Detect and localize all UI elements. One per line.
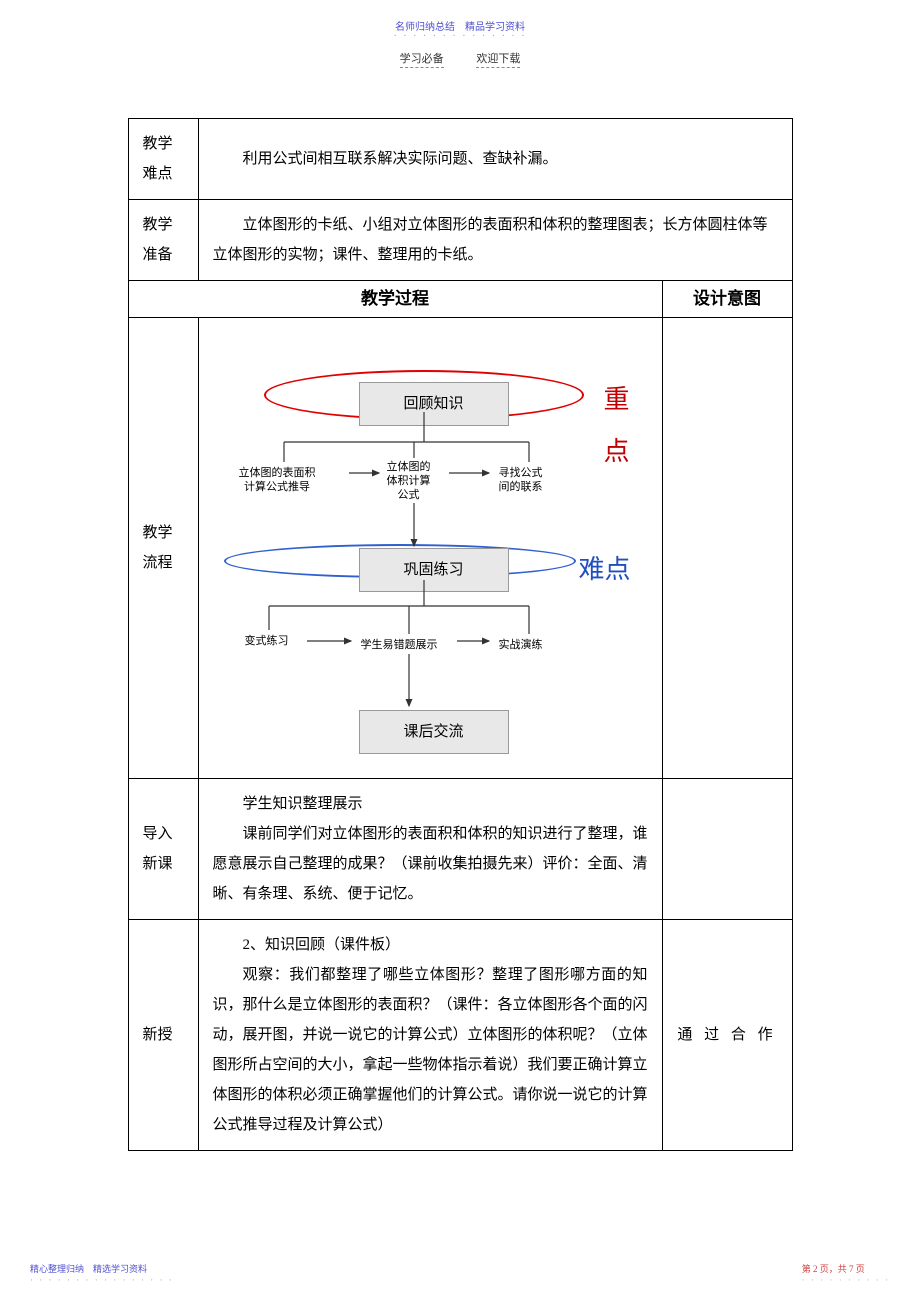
sub-2c: 实战演练: [499, 638, 543, 652]
header-sub-right: 欢迎下载: [476, 50, 520, 68]
header-sub-left: 学习必备: [400, 50, 444, 68]
teach-line1: 2、知识回顾（课件板）: [213, 930, 648, 960]
intro-intent: [662, 778, 792, 919]
footer-left-dots: · · · · · · · · · · · · · · · ·: [30, 1275, 174, 1285]
col-process: 教学过程: [128, 281, 662, 318]
row-teach: 新授 2、知识回顾（课件板） 观察：我们都整理了哪些立体图形？整理了图形哪方面的…: [128, 919, 792, 1150]
flowchart-cell: 重点 难点 回顾知识 巩固练习 课后交流 立体图的表面积 计算公式推导 立体图的…: [198, 317, 662, 778]
label-teach: 新授: [128, 919, 198, 1150]
teach-intent: 通 过 合 作: [662, 919, 792, 1150]
lesson-plan-table: 教学 难点 利用公式间相互联系解决实际问题、查缺补漏。 教学 准备 立体图形的卡…: [128, 118, 793, 1151]
difficulty-text: 利用公式间相互联系解决实际问题、查缺补漏。: [213, 144, 778, 174]
col-intent: 设计意图: [662, 281, 792, 318]
sub-2b: 学生易错题展示: [361, 638, 438, 652]
box-practice: 巩固练习: [359, 548, 509, 592]
flow-intent: [662, 317, 792, 778]
label-prepare: 教学 准备: [128, 200, 198, 281]
box-after: 课后交流: [359, 710, 509, 754]
row-prepare: 教学 准备 立体图形的卡纸、小组对立体图形的表面积和体积的整理图表；长方体圆柱体…: [128, 200, 792, 281]
sub-1a: 立体图的表面积 计算公式推导: [239, 466, 316, 495]
sub-1b: 立体图的 体积计算 公式: [387, 460, 431, 503]
footer-left-text: 精心整理归纳 精选学习资料: [30, 1262, 174, 1275]
intro-body: 课前同学们对立体图形的表面积和体积的知识进行了整理，谁愿意展示自己整理的成果？（…: [213, 819, 648, 909]
footer-left: 精心整理归纳 精选学习资料 · · · · · · · · · · · · · …: [30, 1262, 174, 1285]
intro-line1: 学生知识整理展示: [213, 789, 648, 819]
callout-red: 重点: [604, 374, 652, 478]
prepare-text: 立体图形的卡纸、小组对立体图形的表面积和体积的整理图表；长方体圆柱体等立体图形的…: [213, 210, 778, 270]
footer-right: 第 2 页，共 7 页 · · · · · · · · · ·: [802, 1262, 890, 1285]
content-difficulty: 利用公式间相互联系解决实际问题、查缺补漏。: [198, 119, 792, 200]
page-header: 名师归纳总结 精品学习资料 · · · · · · · · · · · · · …: [0, 0, 920, 68]
row-flow: 教学 流程 重点 难点 回顾知识 巩固练习 课后交流 立体图的表面积 计算公式推…: [128, 317, 792, 778]
header-dots: · · · · · · · · · · · · · ·: [0, 31, 920, 42]
footer-right-dots: · · · · · · · · · ·: [802, 1275, 890, 1285]
callout-blue: 难点: [579, 544, 631, 596]
row-section-header: 教学过程 设计意图: [128, 281, 792, 318]
label-intro: 导入 新课: [128, 778, 198, 919]
header-subtitle: 学习必备 欢迎下载: [0, 50, 920, 68]
sub-1c: 寻找公式 间的联系: [499, 466, 543, 495]
row-difficulty: 教学 难点 利用公式间相互联系解决实际问题、查缺补漏。: [128, 119, 792, 200]
row-intro: 导入 新课 学生知识整理展示 课前同学们对立体图形的表面积和体积的知识进行了整理…: [128, 778, 792, 919]
sub-2a: 变式练习: [245, 634, 289, 648]
content-intro: 学生知识整理展示 课前同学们对立体图形的表面积和体积的知识进行了整理，谁愿意展示…: [198, 778, 662, 919]
teach-body: 观察：我们都整理了哪些立体图形？整理了图形哪方面的知识，那什么是立体图形的表面积…: [213, 960, 648, 1140]
flowchart: 重点 难点 回顾知识 巩固练习 课后交流 立体图的表面积 计算公式推导 立体图的…: [209, 338, 652, 758]
label-difficulty: 教学 难点: [128, 119, 198, 200]
footer-right-text: 第 2 页，共 7 页: [802, 1262, 890, 1275]
content-teach: 2、知识回顾（课件板） 观察：我们都整理了哪些立体图形？整理了图形哪方面的知识，…: [198, 919, 662, 1150]
box-review: 回顾知识: [359, 382, 509, 426]
content-prepare: 立体图形的卡纸、小组对立体图形的表面积和体积的整理图表；长方体圆柱体等立体图形的…: [198, 200, 792, 281]
label-flow: 教学 流程: [128, 317, 198, 778]
